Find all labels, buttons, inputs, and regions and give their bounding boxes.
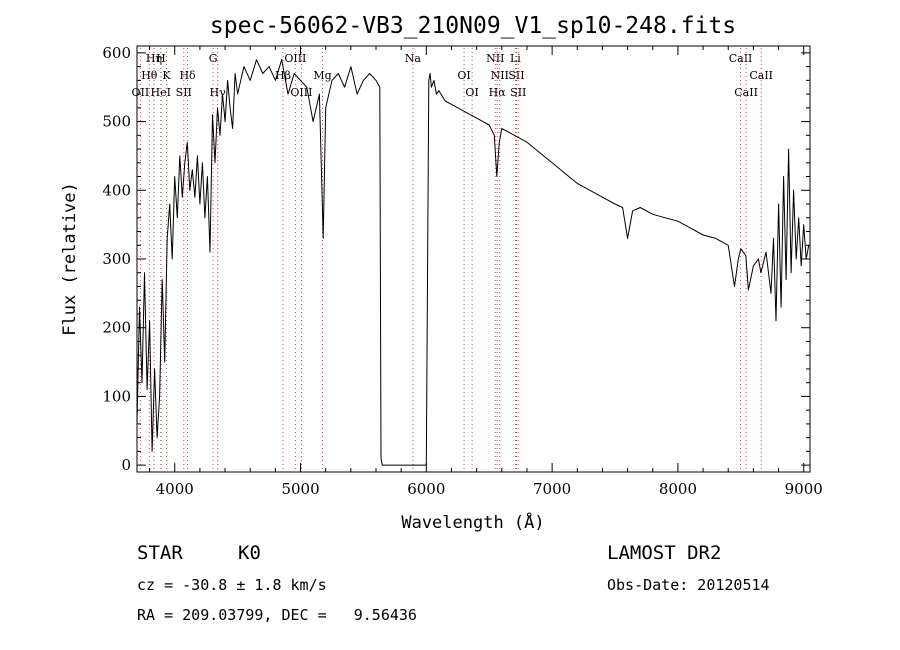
y-tick-label-2: 200 [102, 319, 131, 337]
x-tick-label-0: 4000 [156, 480, 194, 498]
y-axis-label: Flux (relative) [60, 182, 80, 336]
y-tick-label-0: 0 [121, 456, 131, 474]
plot-frame [136, 45, 811, 473]
line-marker-label-5: OII [132, 86, 150, 99]
x-tick-label-3: 7000 [533, 480, 571, 498]
line-marker-label-16: OI [465, 86, 478, 99]
y-tick-label-4: 400 [102, 181, 131, 199]
redshift-readout: cz = -30.8 ± 1.8 km/s [137, 576, 327, 594]
line-marker-label-22: SII [510, 86, 526, 99]
line-marker-label-25: CaII [734, 86, 758, 99]
y-tick-label-1: 100 [102, 387, 131, 405]
line-marker-label-11: Hβ [275, 69, 291, 82]
line-marker-label-15: OI [457, 69, 470, 82]
line-marker-label-18: Li [510, 52, 521, 65]
line-marker-label-13: Mg [313, 69, 331, 82]
survey-name: LAMOST DR2 [607, 542, 721, 564]
spectrum-line [136, 59, 810, 466]
x-tick-label-4: 8000 [659, 480, 697, 498]
x-tick-label-1: 5000 [281, 480, 319, 498]
line-marker-label-3: K [162, 69, 171, 82]
line-marker-label-20: SII [508, 69, 524, 82]
line-marker-label-10: OIII [284, 52, 306, 65]
object-class: STAR [137, 542, 183, 564]
line-marker-label-8: G [209, 52, 218, 65]
line-marker-label-7: SII [176, 86, 192, 99]
observation-date: Obs-Date: 20120514 [607, 576, 770, 594]
spectral-subclass: K0 [238, 542, 261, 564]
y-tick-label-3: 300 [102, 250, 131, 268]
line-marker-label-17: NII [486, 52, 504, 65]
line-marker-label-9: Hγ [210, 86, 227, 99]
line-marker-label-6: HeI [151, 86, 171, 99]
line-marker-label-21: Hα [489, 86, 507, 99]
x-axis-label: Wavelength (Å) [401, 511, 544, 533]
line-marker-label-23: CaII [729, 52, 753, 65]
line-marker-label-14: Na [405, 52, 422, 65]
y-tick-label-5: 500 [102, 113, 131, 131]
line-marker-label-4: Hδ [179, 69, 196, 82]
line-marker-label-0: Hη [146, 52, 162, 65]
line-marker-label-1: H [156, 52, 166, 65]
x-tick-label-2: 6000 [407, 480, 445, 498]
coordinates-readout: RA = 209.03799, DEC = 9.56436 [137, 606, 417, 624]
chart-title: spec-56062-VB3_210N09_V1_sp10-248.fits [210, 13, 736, 39]
line-marker-label-12: OIII [290, 86, 312, 99]
line-marker-label-2: Hθ [141, 69, 158, 82]
line-marker-label-24: CaII [749, 69, 773, 82]
y-axis: 0 100 200 300 400 500 600 [102, 44, 810, 474]
y-tick-label-6: 600 [102, 44, 131, 62]
x-tick-label-5: 9000 [785, 480, 823, 498]
spectrum-series [136, 59, 810, 466]
line-marker-label-19: NII [491, 69, 509, 82]
x-axis: 4000 5000 6000 7000 8000 9000 [149, 46, 823, 498]
